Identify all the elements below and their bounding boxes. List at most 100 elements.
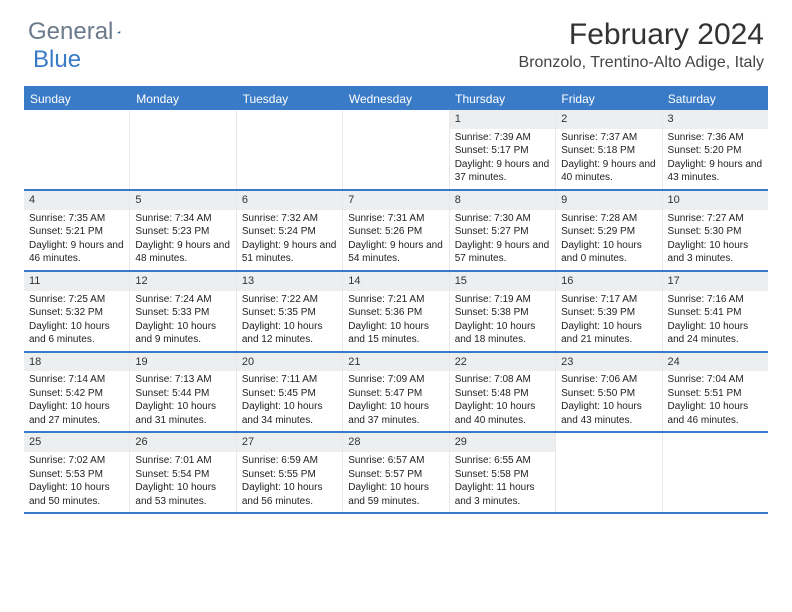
sunset-text: Sunset: 5:27 PM (455, 225, 550, 239)
sunset-text: Sunset: 5:51 PM (668, 387, 763, 401)
sunset-text: Sunset: 5:50 PM (561, 387, 656, 401)
sunrise-text: Sunrise: 7:14 AM (29, 373, 124, 387)
day-number: 17 (663, 272, 768, 291)
sunset-text: Sunset: 5:30 PM (668, 225, 763, 239)
header: General February 2024 Bronzolo, Trentino… (0, 0, 792, 78)
day-cell: 26Sunrise: 7:01 AMSunset: 5:54 PMDayligh… (130, 433, 236, 512)
sunrise-text: Sunrise: 7:28 AM (561, 212, 656, 226)
daylight-text: Daylight: 10 hours and 9 minutes. (135, 320, 230, 347)
weekday-header: Thursday (449, 88, 555, 110)
sunset-text: Sunset: 5:29 PM (561, 225, 656, 239)
day-number: 9 (556, 191, 661, 210)
daylight-text: Daylight: 9 hours and 48 minutes. (135, 239, 230, 266)
day-cell: 7 Sunrise: 7:31 AMSunset: 5:26 PMDaylight… (343, 191, 449, 270)
sunrise-text: Sunrise: 7:01 AM (135, 454, 230, 468)
daylight-text: Daylight: 10 hours and 37 minutes. (348, 400, 443, 427)
daylight-text: Daylight: 9 hours and 57 minutes. (455, 239, 550, 266)
weekday-header-row: SundayMondayTuesdayWednesdayThursdayFrid… (24, 88, 768, 110)
day-number: 3 (663, 110, 768, 129)
sunrise-text: Sunrise: 7:25 AM (29, 293, 124, 307)
day-number: 12 (130, 272, 235, 291)
day-number: 2 (556, 110, 661, 129)
day-number: 23 (556, 353, 661, 372)
day-cell: 3Sunrise: 7:36 AMSunset: 5:20 PMDaylight… (663, 110, 768, 189)
daylight-text: Daylight: 11 hours and 3 minutes. (455, 481, 550, 508)
sunset-text: Sunset: 5:44 PM (135, 387, 230, 401)
calendar: SundayMondayTuesdayWednesdayThursdayFrid… (24, 86, 768, 514)
sunrise-text: Sunrise: 6:59 AM (242, 454, 337, 468)
day-number: 22 (450, 353, 555, 372)
daylight-text: Daylight: 10 hours and 53 minutes. (135, 481, 230, 508)
week-row: 1Sunrise: 7:39 AMSunset: 5:17 PMDaylight… (24, 110, 768, 191)
sunset-text: Sunset: 5:20 PM (668, 144, 763, 158)
day-cell: 5 Sunrise: 7:34 AMSunset: 5:23 PMDaylight… (130, 191, 236, 270)
day-number: 24 (663, 353, 768, 372)
sunset-text: Sunset: 5:58 PM (455, 468, 550, 482)
sunrise-text: Sunrise: 7:21 AM (348, 293, 443, 307)
day-cell: 20Sunrise: 7:11 AMSunset: 5:45 PMDayligh… (237, 353, 343, 432)
week-row: 4Sunrise: 7:35 AMSunset: 5:21 PMDaylight… (24, 191, 768, 272)
sunset-text: Sunset: 5:26 PM (348, 225, 443, 239)
day-cell: 22Sunrise: 7:08 AMSunset: 5:48 PMDayligh… (450, 353, 556, 432)
sunrise-text: Sunrise: 7:31 AM (348, 212, 443, 226)
day-cell: 16Sunrise: 7:17 AMSunset: 5:39 PMDayligh… (556, 272, 662, 351)
day-number: 1 (450, 110, 555, 129)
sunset-text: Sunset: 5:55 PM (242, 468, 337, 482)
day-number: 5 (130, 191, 235, 210)
sunset-text: Sunset: 5:39 PM (561, 306, 656, 320)
day-cell: 23Sunrise: 7:06 AMSunset: 5:50 PMDayligh… (556, 353, 662, 432)
sunrise-text: Sunrise: 7:34 AM (135, 212, 230, 226)
day-cell: 28Sunrise: 6:57 AMSunset: 5:57 PMDayligh… (343, 433, 449, 512)
daylight-text: Daylight: 10 hours and 12 minutes. (242, 320, 337, 347)
week-row: 18Sunrise: 7:14 AMSunset: 5:42 PMDayligh… (24, 353, 768, 434)
weekday-header: Friday (555, 88, 661, 110)
daylight-text: Daylight: 10 hours and 56 minutes. (242, 481, 337, 508)
daylight-text: Daylight: 10 hours and 43 minutes. (561, 400, 656, 427)
day-cell: 2 Sunrise: 7:37 AMSunset: 5:18 PMDaylight… (556, 110, 662, 189)
day-number: 7 (343, 191, 448, 210)
sunrise-text: Sunrise: 7:16 AM (668, 293, 763, 307)
logo: General (28, 18, 139, 46)
daylight-text: Daylight: 9 hours and 54 minutes. (348, 239, 443, 266)
week-row: 11Sunrise: 7:25 AMSunset: 5:32 PMDayligh… (24, 272, 768, 353)
weekday-header: Sunday (24, 88, 130, 110)
sunset-text: Sunset: 5:33 PM (135, 306, 230, 320)
day-cell: 4Sunrise: 7:35 AMSunset: 5:21 PMDaylight… (24, 191, 130, 270)
day-number: 16 (556, 272, 661, 291)
day-cell: 18Sunrise: 7:14 AMSunset: 5:42 PMDayligh… (24, 353, 130, 432)
day-cell: 10Sunrise: 7:27 AMSunset: 5:30 PMDayligh… (663, 191, 768, 270)
day-cell: 27 Sunrise: 6:59 AMSunset: 5:55 PMDayligh… (237, 433, 343, 512)
sunset-text: Sunset: 5:21 PM (29, 225, 124, 239)
sunset-text: Sunset: 5:18 PM (561, 144, 656, 158)
sunset-text: Sunset: 5:48 PM (455, 387, 550, 401)
month-title: February 2024 (519, 18, 764, 52)
daylight-text: Daylight: 10 hours and 6 minutes. (29, 320, 124, 347)
sunrise-text: Sunrise: 7:37 AM (561, 131, 656, 145)
daylight-text: Daylight: 10 hours and 21 minutes. (561, 320, 656, 347)
day-number: 28 (343, 433, 448, 452)
day-cell-empty (130, 110, 236, 189)
daylight-text: Daylight: 10 hours and 24 minutes. (668, 320, 763, 347)
day-cell-empty (663, 433, 768, 512)
sunrise-text: Sunrise: 7:30 AM (455, 212, 550, 226)
day-number: 25 (24, 433, 129, 452)
day-number: 10 (663, 191, 768, 210)
sunrise-text: Sunrise: 7:32 AM (242, 212, 337, 226)
daylight-text: Daylight: 10 hours and 27 minutes. (29, 400, 124, 427)
sunrise-text: Sunrise: 7:08 AM (455, 373, 550, 387)
day-number: 18 (24, 353, 129, 372)
day-cell-empty (556, 433, 662, 512)
day-number: 4 (24, 191, 129, 210)
day-number: 13 (237, 272, 342, 291)
day-number: 15 (450, 272, 555, 291)
day-cell-empty (237, 110, 343, 189)
daylight-text: Daylight: 10 hours and 15 minutes. (348, 320, 443, 347)
day-number: 27 (237, 433, 342, 452)
daylight-text: Daylight: 9 hours and 40 minutes. (561, 158, 656, 185)
daylight-text: Daylight: 9 hours and 37 minutes. (455, 158, 550, 185)
weekday-header: Tuesday (237, 88, 343, 110)
day-number: 6 (237, 191, 342, 210)
sunset-text: Sunset: 5:23 PM (135, 225, 230, 239)
daylight-text: Daylight: 10 hours and 46 minutes. (668, 400, 763, 427)
day-cell: 25Sunrise: 7:02 AMSunset: 5:53 PMDayligh… (24, 433, 130, 512)
